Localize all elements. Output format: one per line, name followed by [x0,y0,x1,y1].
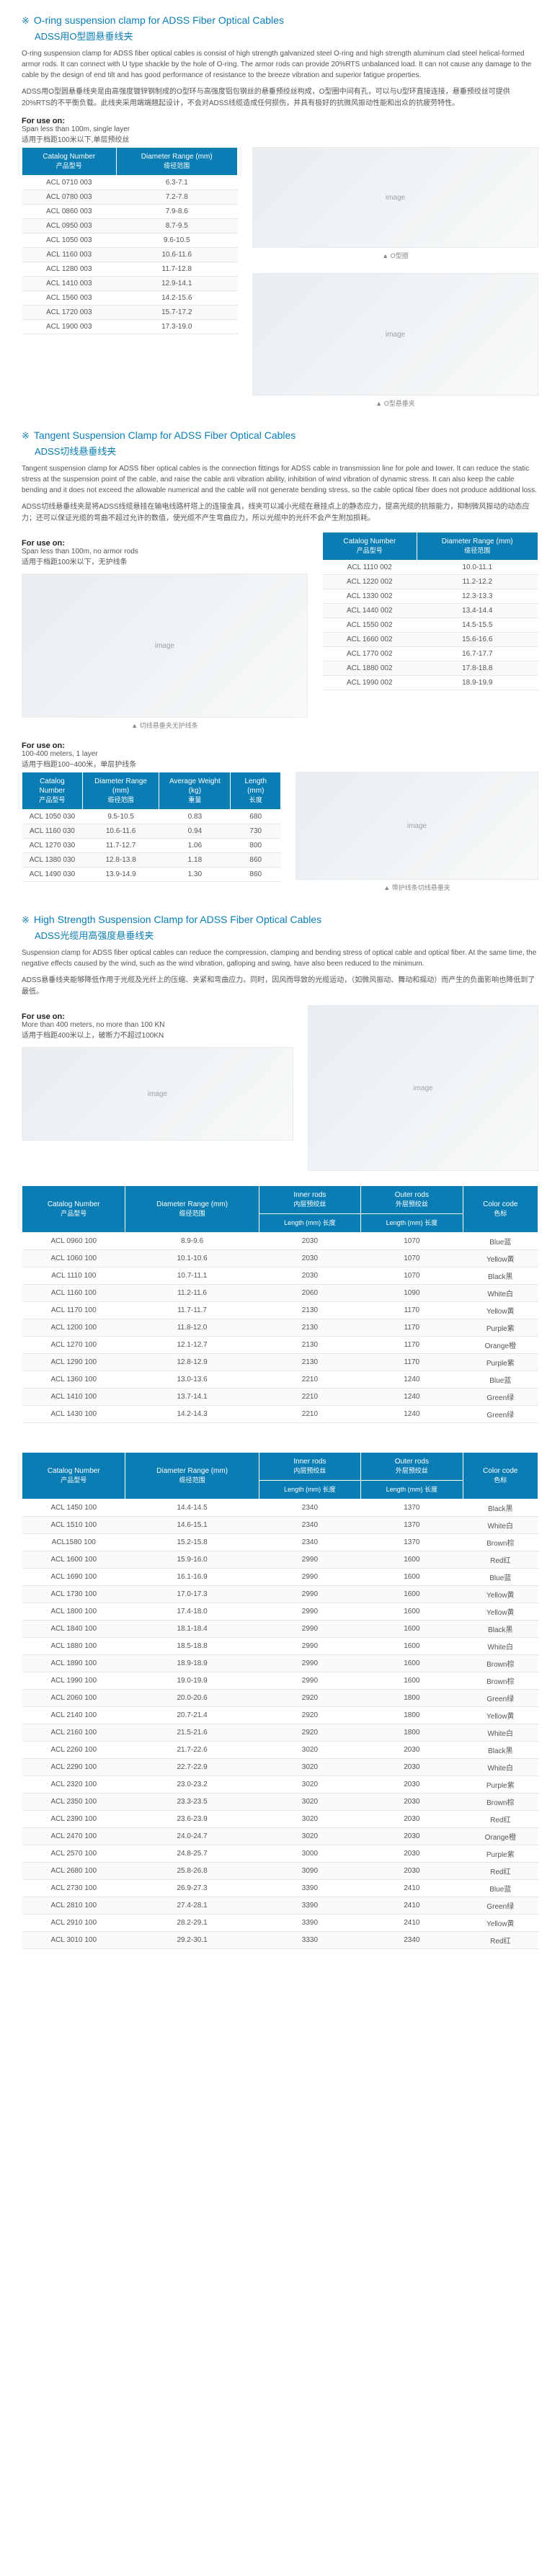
table-row: ACL 1890 10018.9-18.929901600Brown棕 [22,1655,538,1672]
table-row: ACL 1270 03011.7-12.71.06800 [22,839,281,853]
table-row: ACL 2160 10021.5-21.629201800White白 [22,1724,538,1742]
table-row: ACL 1360 10013.0-13.622101240Blue蓝 [22,1371,538,1389]
table-row: ACL 1690 10016.1-16.929901600Blue蓝 [22,1569,538,1586]
table-row: ACL 1600 10015.9-16.029901600Red红 [22,1551,538,1569]
table-row: ACL 2390 10023.6-23.930202030Red红 [22,1811,538,1828]
table-row: ACL 2290 10022.7-22.930202030White白 [22,1759,538,1776]
table-row: ACL 1220 00211.2-12.2 [323,575,538,589]
image-tangent-armor: image [295,772,538,880]
table-row: ACL 1380 03012.8-13.81.18860 [22,853,281,868]
table-row: ACL 1990 00218.9-19.9 [323,676,538,690]
table-row: ACL 1160 10011.2-11.620601090White白 [22,1285,538,1302]
table-row: ACL 1270 10012.1-12.721301170Orange橙 [22,1337,538,1354]
table-row: ACL 1410 00312.9-14.1 [22,277,238,291]
table-hs-b: Catalog Number产品型号 Diameter Range (mm)缆径… [22,1452,538,1949]
table-row: ACL 1050 0309.5-10.50.83680 [22,810,281,824]
table-row: ACL 1720 00315.7-17.2 [22,306,238,320]
table-row: ACL 2260 10021.7-22.630202030Black黑 [22,1742,538,1759]
table-row: ACL 1880 00217.8-18.8 [323,661,538,676]
table-row: ACL 1560 00314.2-15.6 [22,291,238,306]
table-row: ACL 2570 10024.8-25.730002030Purple紫 [22,1845,538,1863]
title-en: O-ring suspension clamp for ADSS Fiber O… [34,14,284,26]
table-row: ACL 1200 10011.8-12.021301170Purple紫 [22,1319,538,1337]
table-row: ACL 1510 10014.6-15.123401370White白 [22,1517,538,1534]
th-diameter: Diameter Range (mm)缆径范围 [116,148,237,176]
table-row: ACL 1450 10014.4-14.523401370Black黑 [22,1499,538,1517]
table-row: ACL 1900 00317.3-19.0 [22,320,238,334]
table-row: ACL 1280 00311.7-12.8 [22,262,238,277]
table-row: ACL 1170 10011.7-11.721301170Yellow黄 [22,1302,538,1319]
table-row: ACL 2060 10020.0-20.629201800Green绿 [22,1690,538,1707]
table-row: ACL 1060 10010.1-10.620301070Yellow黄 [22,1250,538,1267]
table-row: ACL 2810 10027.4-28.133902410Green绿 [22,1897,538,1915]
table-row: ACL 1440 00213.4-14.4 [323,604,538,618]
table-row: ACL 1290 10012.8-12.921301170Purple紫 [22,1354,538,1371]
section-high-strength: ※High Strength Suspension Clamp for ADSS… [22,914,538,1949]
table-row: ACL 1160 00310.6-11.6 [22,248,238,262]
image-tangent-noarmor: image [22,574,308,718]
section-title: ※High Strength Suspension Clamp for ADSS… [22,914,538,942]
table-row: ACL 1110 10010.7-11.120301070Black黑 [22,1267,538,1285]
table-tangent-a: Catalog Number产品型号 Diameter Range (mm)缆径… [322,532,538,690]
table-tangent-b: Catalog Number产品型号 Diameter Range (mm)缆径… [22,772,281,882]
table-row: ACL 1770 00216.7-17.7 [323,647,538,661]
table-row: ACL 3010 10029.2-30.133302340Red红 [22,1932,538,1949]
table-row: ACL 0710 0036.3-7.1 [22,176,238,190]
table-row: ACL 2730 10026.9-27.333902410Blue蓝 [22,1880,538,1897]
table-row: ACL 2140 10020.7-21.429201800Yellow黄 [22,1707,538,1724]
table-row: ACL 0860 0037.9-8.6 [22,205,238,219]
section-oring: ※O-ring suspension clamp for ADSS Fiber … [22,14,538,408]
section-tangent: ※Tangent Suspension Clamp for ADSS Fiber… [22,429,538,892]
desc-en: O-ring suspension clamp for ADSS fiber o… [22,48,538,81]
table-row: ACL1580 10015.2-15.823401370Brown棕 [22,1534,538,1551]
table-row: ACL 0780 0037.2-7.8 [22,190,238,205]
foruse: For use on: Span less than 100m, single … [22,117,538,144]
th-catalog: Catalog Number产品型号 [22,148,117,176]
section-title: ※Tangent Suspension Clamp for ADSS Fiber… [22,429,538,458]
table-row: ACL 1660 00215.6-16.6 [323,633,538,647]
table-row: ACL 1490 03013.9-14.91.30860 [22,868,281,882]
table-row: ACL 2470 10024.0-24.730202030Orange橙 [22,1828,538,1845]
table-row: ACL 2350 10023.3-23.530202030Brown棕 [22,1793,538,1811]
table-row: ACL 1330 00212.3-13.3 [323,589,538,604]
table-row: ACL 1430 10014.2-14.322101240Green绿 [22,1406,538,1423]
table-row: ACL 0950 0038.7-9.5 [22,219,238,233]
table-row: ACL 1050 0039.6-10.5 [22,233,238,248]
table-row: ACL 1110 00210.0-11.1 [323,561,538,575]
image-hs-2: image [308,1005,538,1171]
table-hs-a: Catalog Number产品型号 Diameter Range (mm)缆径… [22,1185,538,1423]
table-row: ACL 2680 10025.8-26.830902030Red红 [22,1863,538,1880]
image-hs-1: image [22,1047,293,1141]
table-row: ACL 1880 10018.5-18.829901600White白 [22,1638,538,1655]
table-oring: Catalog Number产品型号 Diameter Range (mm)缆径… [22,147,238,334]
table-row: ACL 1550 00214.5-15.5 [323,618,538,633]
table-row: ACL 1800 10017.4-18.029901600Yellow黄 [22,1603,538,1621]
table-row: ACL 1990 10019.0-19.929901600Brown棕 [22,1672,538,1690]
page: ※O-ring suspension clamp for ADSS Fiber … [0,0,560,1985]
table-row: ACL 1840 10018.1-18.429901600Black黑 [22,1621,538,1638]
table-row: ACL 2910 10028.2-29.133902410Yellow黄 [22,1915,538,1932]
table-row: ACL 1730 10017.0-17.329901600Yellow黄 [22,1586,538,1603]
desc-zh: ADSS用O型圆悬垂线夹是由高强度镀锌钢制成的O型环与高强度铝包钢丝的悬垂预绞丝… [22,86,538,110]
table-row: ACL 2320 10023.0-23.230202030Purple紫 [22,1776,538,1793]
section-title: ※O-ring suspension clamp for ADSS Fiber … [22,14,538,43]
table-row: ACL 0960 1008.9-9.620301070Blue蓝 [22,1233,538,1250]
table-row: ACL 1410 10013.7-14.122101240Green绿 [22,1389,538,1406]
image-oring-clamp: image [252,273,538,396]
title-zh: ADSS用O型圆悬垂线夹 [35,29,538,43]
table-row: ACL 1160 03010.6-11.60.94730 [22,824,281,839]
image-oring: image [252,147,538,248]
